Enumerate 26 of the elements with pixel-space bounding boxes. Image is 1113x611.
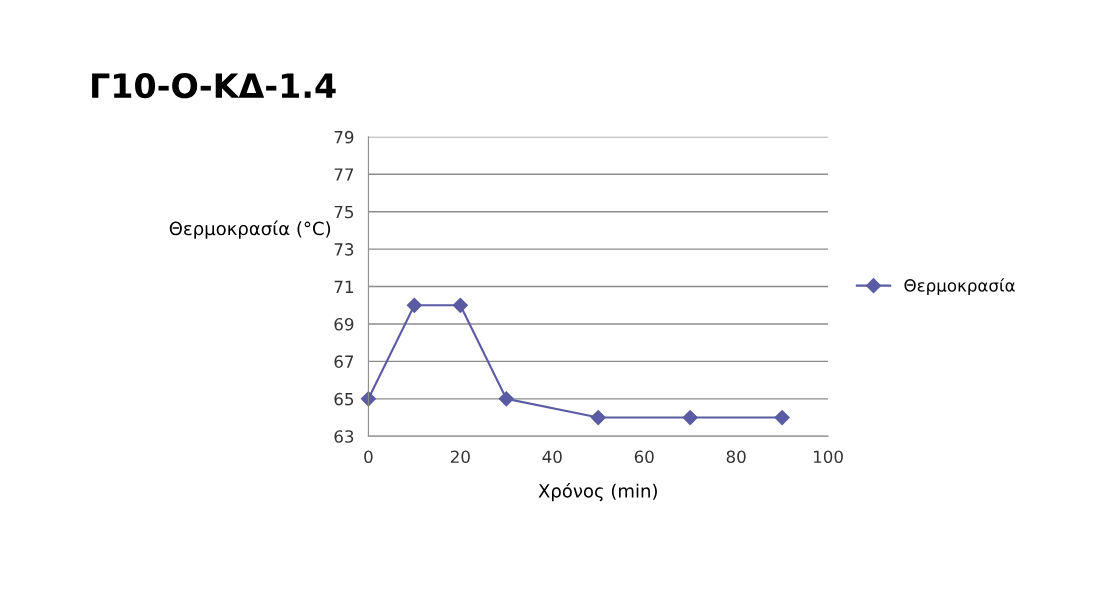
point xyxy=(774,409,790,426)
x-tick-label: 60 xyxy=(634,450,654,464)
point xyxy=(590,409,606,426)
y-tick-label: 77 xyxy=(334,168,354,181)
y-tick-label: 63 xyxy=(334,430,354,443)
y-tick-label: 73 xyxy=(334,243,354,256)
y-tick-label: 71 xyxy=(334,280,353,293)
x-tick-label: 100 xyxy=(814,450,843,464)
x-tick-label: 80 xyxy=(726,450,746,464)
y-axis-title: Θερμοκρασία (°C) xyxy=(169,220,331,239)
point xyxy=(360,391,376,407)
legend-label: Θερμοκρασία xyxy=(904,278,1015,295)
point xyxy=(452,297,468,313)
y-tick-label: 65 xyxy=(334,392,354,406)
point xyxy=(406,297,422,313)
y-tick-label: 79 xyxy=(334,130,354,144)
chart-title: Γ10-Ο-ΚΔ-1.4 xyxy=(92,73,336,99)
point xyxy=(682,409,698,426)
x-tick-label: 20 xyxy=(450,450,470,464)
y-tick-label: 67 xyxy=(334,355,354,368)
x-tick-label: 40 xyxy=(542,450,562,464)
x-axis-title: Χρόνος (min) xyxy=(538,482,657,502)
x-tick-label: 0 xyxy=(364,450,373,464)
point xyxy=(498,391,514,407)
y-tick-label: 69 xyxy=(334,317,354,331)
y-tick-label: 75 xyxy=(334,205,354,219)
